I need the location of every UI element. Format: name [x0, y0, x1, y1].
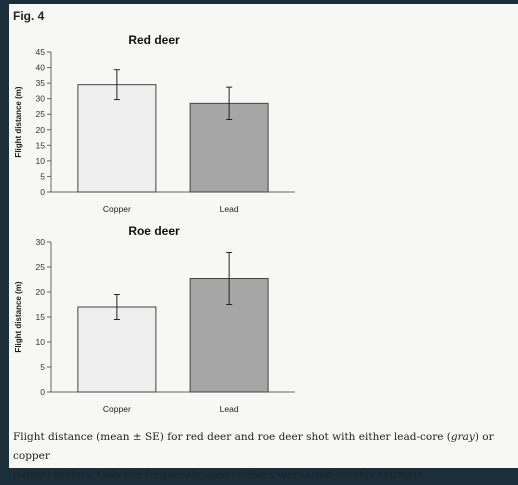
- red-deer-y-tick-label: 15: [36, 140, 46, 150]
- roe-deer-y-tick-label: 10: [36, 337, 46, 347]
- caption-gray-word: gray: [451, 431, 475, 443]
- red-deer-bar-copper: [78, 85, 156, 192]
- roe-deer-category-label: Lead: [220, 404, 239, 414]
- red-deer-y-tick-label: 20: [36, 125, 46, 135]
- roe-deer-chart-title: Roe deer: [128, 224, 180, 238]
- caption-text-3: ) bullets. Only the frequently used cali…: [47, 469, 424, 481]
- red-deer-y-tick-label: 10: [36, 156, 46, 166]
- red-deer-y-tick-label: 35: [36, 78, 46, 88]
- red-deer-category-label: Copper: [103, 204, 131, 214]
- roe-deer-y-tick-label: 0: [40, 387, 45, 397]
- roe-deer-y-tick-label: 15: [36, 312, 46, 322]
- caption-white-word: white: [17, 469, 47, 481]
- roe-deer-y-axis-label: Flight distance (m): [14, 281, 23, 352]
- red-deer-y-tick-label: 30: [36, 94, 46, 104]
- red-deer-category-label: Lead: [220, 204, 239, 214]
- roe-deer-y-tick-label: 25: [36, 262, 46, 272]
- roe-deer-category-label: Copper: [103, 404, 131, 414]
- caption-text-1: Flight distance (mean ± SE) for red deer…: [13, 431, 451, 443]
- red-deer-y-tick-label: 45: [36, 47, 46, 57]
- red-deer-y-tick-label: 5: [40, 171, 45, 181]
- roe-deer-y-tick-label: 20: [36, 287, 46, 297]
- figure-caption: Flight distance (mean ± SE) for red deer…: [13, 428, 513, 485]
- red-deer-y-tick-label: 0: [40, 187, 45, 197]
- red-deer-y-axis-label: Flight distance (m): [14, 86, 23, 157]
- bar-charts: Red deer Flight distance (m) 0 5 10 15 20 25 30 3…: [9, 4, 518, 424]
- figure-panel: Fig. 4 Red deer Flight distance (m) 0 5 10 15…: [9, 4, 518, 468]
- red-deer-y-tick-label: 40: [36, 63, 46, 73]
- roe-deer-y-tick-label: 5: [40, 362, 45, 372]
- roe-deer-y-tick-label: 30: [36, 237, 46, 247]
- red-deer-chart-title: Red deer: [128, 33, 180, 47]
- red-deer-y-tick-label: 25: [36, 109, 46, 119]
